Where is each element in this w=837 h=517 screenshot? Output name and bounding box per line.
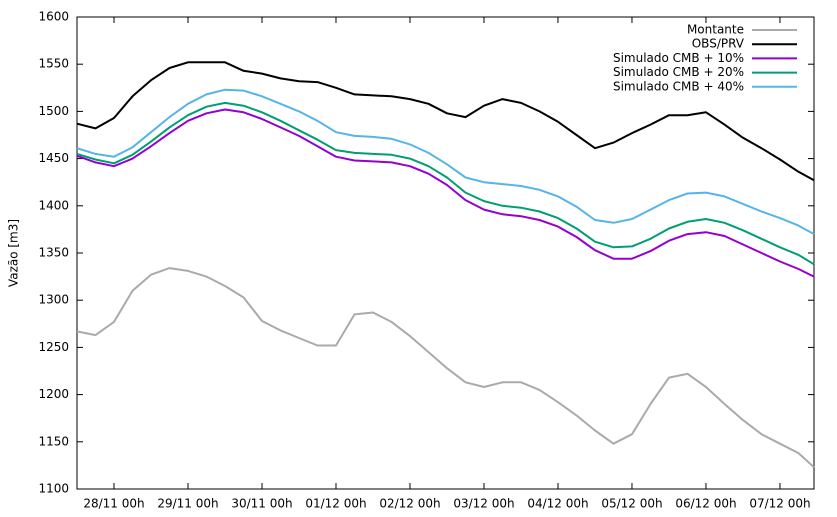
y-tick-label: 1450 bbox=[38, 151, 69, 165]
y-tick-label: 1200 bbox=[38, 387, 69, 401]
y-tick-label: 1350 bbox=[38, 246, 69, 260]
series-line bbox=[76, 108, 815, 278]
y-tick-label: 1300 bbox=[38, 293, 69, 307]
series-line bbox=[76, 267, 815, 469]
y-tick-label: 1500 bbox=[38, 104, 69, 118]
x-tick-label: 05/12 00h bbox=[601, 497, 662, 511]
series-line bbox=[76, 88, 815, 235]
y-tick-label: 1100 bbox=[38, 482, 69, 496]
x-tick-label: 29/11 00h bbox=[157, 497, 218, 511]
y-tick-label: 1150 bbox=[38, 434, 69, 448]
legend-label: Simulado CMB + 40% bbox=[613, 79, 744, 93]
y-tick-label: 1600 bbox=[38, 10, 69, 24]
y-axis-label: Vazão [m3] bbox=[7, 219, 21, 287]
y-tick-label: 1550 bbox=[38, 57, 69, 71]
x-tick-label: 02/12 00h bbox=[379, 497, 440, 511]
x-tick-label: 01/12 00h bbox=[305, 497, 366, 511]
x-tick-label: 07/12 00h bbox=[749, 497, 810, 511]
x-tick-label: 06/12 00h bbox=[675, 497, 736, 511]
legend-label: Montante bbox=[687, 23, 744, 37]
x-tick-label: 28/11 00h bbox=[83, 497, 144, 511]
x-tick-label: 04/12 00h bbox=[527, 497, 588, 511]
series-line bbox=[76, 101, 815, 266]
x-tick-label: 30/11 00h bbox=[231, 497, 292, 511]
legend-label: Simulado CMB + 20% bbox=[613, 65, 744, 79]
legend-label: OBS/PRV bbox=[692, 37, 745, 51]
legend-label: Simulado CMB + 10% bbox=[613, 51, 744, 65]
series-line bbox=[76, 61, 815, 182]
x-tick-label: 03/12 00h bbox=[453, 497, 514, 511]
y-tick-label: 1400 bbox=[38, 198, 69, 212]
y-tick-label: 1250 bbox=[38, 340, 69, 354]
